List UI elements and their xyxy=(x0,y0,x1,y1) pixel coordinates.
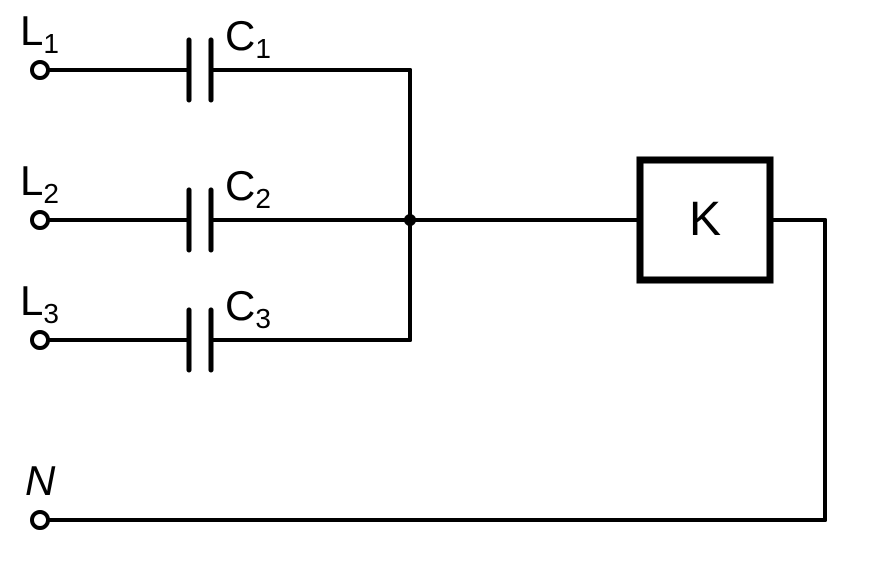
label-C1: C1 xyxy=(225,12,271,64)
label-L1: L1 xyxy=(20,7,59,59)
label-C2: C2 xyxy=(225,162,271,214)
circuit-diagram: L1 C1 L2 C2 L3 C3 K N xyxy=(0,0,879,575)
label-C3: C3 xyxy=(225,282,271,334)
label-L2: L2 xyxy=(20,157,59,209)
terminal-L3 xyxy=(32,332,48,348)
label-L3: L3 xyxy=(20,277,59,329)
terminal-L1 xyxy=(32,62,48,78)
terminal-N xyxy=(32,512,48,528)
label-K: K xyxy=(689,193,721,246)
label-N: N xyxy=(25,457,56,504)
terminal-L2 xyxy=(32,212,48,228)
